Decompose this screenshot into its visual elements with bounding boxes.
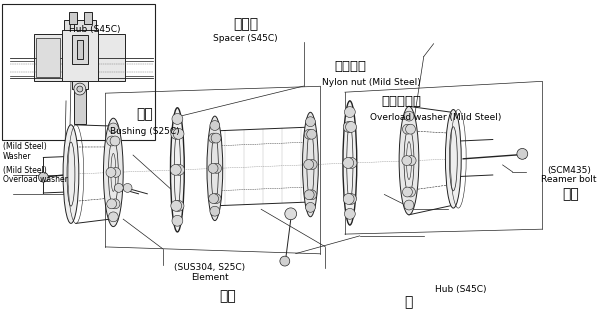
Circle shape (307, 190, 317, 200)
Circle shape (406, 124, 415, 134)
Bar (62, 30, 98, 81)
Circle shape (209, 194, 218, 204)
Circle shape (344, 208, 355, 219)
Circle shape (210, 206, 220, 216)
Ellipse shape (445, 109, 461, 208)
Circle shape (115, 183, 123, 192)
Text: (Mild Steel): (Mild Steel) (3, 166, 47, 175)
Circle shape (346, 194, 356, 204)
Text: (SUS304, S25C): (SUS304, S25C) (175, 263, 245, 272)
Circle shape (109, 212, 118, 222)
Circle shape (307, 129, 317, 139)
Bar (2, 4, 155, 140)
Circle shape (110, 199, 120, 209)
Text: 元件: 元件 (219, 289, 236, 303)
Circle shape (107, 136, 116, 146)
Circle shape (344, 107, 355, 117)
Circle shape (212, 163, 221, 173)
Text: 间隔套: 间隔套 (233, 17, 258, 31)
Circle shape (172, 114, 183, 124)
Text: 过负荷垫片: 过负荷垫片 (382, 95, 421, 108)
Text: Overload washer (Mild Steel): Overload washer (Mild Steel) (370, 113, 501, 122)
Ellipse shape (170, 108, 184, 232)
Ellipse shape (343, 101, 357, 225)
Circle shape (307, 160, 317, 169)
Circle shape (211, 133, 221, 143)
Bar (77, 40, 83, 59)
Circle shape (343, 158, 353, 168)
Text: Hub (S45C): Hub (S45C) (69, 25, 121, 33)
Bar (37, 38, 60, 77)
Circle shape (402, 156, 412, 166)
Circle shape (123, 183, 132, 192)
Circle shape (517, 148, 528, 159)
Text: Overload washer: Overload washer (3, 175, 68, 184)
Text: Hub (S45C): Hub (S45C) (434, 286, 486, 294)
Circle shape (305, 117, 316, 127)
Circle shape (173, 129, 184, 139)
Text: 尼龙螺帽: 尼龙螺帽 (334, 60, 366, 73)
Text: Element: Element (191, 273, 229, 282)
Ellipse shape (302, 112, 319, 217)
Circle shape (346, 122, 356, 132)
Bar (98, 34, 125, 81)
Circle shape (38, 172, 48, 182)
Text: Reamer bolt: Reamer bolt (541, 175, 596, 184)
Circle shape (403, 124, 412, 134)
Circle shape (210, 121, 220, 130)
Circle shape (110, 136, 120, 146)
Bar (72, 81, 88, 89)
Bar (72, 35, 88, 64)
Bar (64, 20, 95, 35)
Text: Washer: Washer (3, 152, 31, 161)
Circle shape (172, 215, 183, 226)
Circle shape (280, 256, 290, 266)
Text: Spacer (S45C): Spacer (S45C) (213, 34, 278, 43)
Ellipse shape (103, 118, 123, 226)
Bar (84, 12, 92, 24)
Circle shape (171, 200, 182, 211)
Text: (Mild Steel): (Mild Steel) (3, 142, 47, 152)
Circle shape (111, 167, 121, 177)
Bar (34, 34, 62, 81)
Circle shape (406, 187, 415, 197)
Circle shape (211, 194, 221, 204)
Circle shape (170, 164, 181, 175)
Ellipse shape (207, 116, 223, 220)
Circle shape (77, 86, 83, 92)
Text: (SCM435): (SCM435) (547, 166, 591, 175)
Text: 衬套: 衬套 (136, 107, 153, 121)
Circle shape (208, 163, 218, 173)
Circle shape (404, 200, 414, 210)
Text: Nylon nut (Mild Steel): Nylon nut (Mild Steel) (322, 78, 421, 87)
Circle shape (403, 187, 412, 197)
Circle shape (346, 158, 357, 168)
Circle shape (406, 156, 416, 166)
Circle shape (173, 164, 184, 175)
Circle shape (107, 199, 116, 209)
Circle shape (285, 208, 296, 220)
Circle shape (343, 194, 354, 204)
Circle shape (305, 203, 316, 212)
Ellipse shape (63, 125, 79, 223)
Circle shape (304, 190, 314, 200)
Ellipse shape (399, 106, 419, 215)
Circle shape (106, 167, 116, 177)
Text: Bushing (S25C): Bushing (S25C) (110, 127, 179, 136)
Circle shape (343, 122, 354, 132)
Circle shape (109, 123, 118, 133)
Text: 殻: 殻 (404, 295, 412, 309)
Circle shape (173, 200, 184, 211)
Circle shape (209, 133, 218, 143)
Circle shape (171, 129, 182, 139)
Circle shape (304, 129, 314, 139)
Bar (74, 89, 86, 123)
Circle shape (404, 111, 414, 121)
Bar (69, 12, 77, 24)
Circle shape (304, 160, 314, 169)
Text: 螺栓: 螺栓 (562, 187, 579, 201)
Circle shape (74, 83, 86, 95)
